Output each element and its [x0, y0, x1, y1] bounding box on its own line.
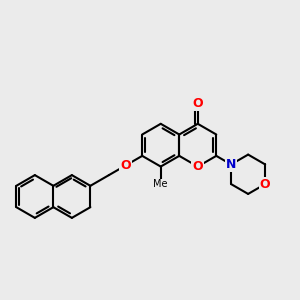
Text: O: O [193, 97, 203, 110]
Text: N: N [226, 158, 236, 171]
Text: O: O [260, 178, 271, 190]
Text: O: O [120, 159, 131, 172]
Text: O: O [193, 160, 203, 173]
Text: Me: Me [154, 179, 168, 189]
